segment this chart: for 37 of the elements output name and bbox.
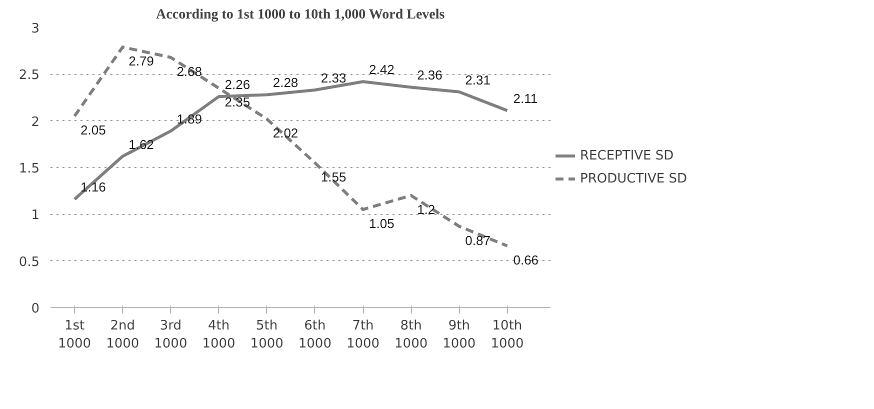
data-label: 1.55 bbox=[320, 169, 346, 184]
data-label: 2.42 bbox=[369, 62, 394, 78]
chart-title: According to 1st 1000 to 10th 1,000 Word Levels bbox=[156, 8, 446, 22]
x-tick-label: 3rd 1000 bbox=[154, 318, 188, 352]
y-tick-label: 2.5 bbox=[18, 68, 40, 84]
data-label: 1.05 bbox=[369, 216, 394, 231]
y-tick-label: 2 bbox=[31, 114, 40, 130]
y-tick-label: 3 bbox=[31, 22, 40, 36]
x-tick-label: 5th 1000 bbox=[250, 318, 284, 352]
y-tick-label: 1.5 bbox=[18, 162, 40, 176]
data-label: 2.31 bbox=[465, 72, 490, 88]
x-tick-label: 9th 1000 bbox=[442, 318, 476, 352]
data-label: 2.05 bbox=[80, 122, 106, 138]
data-label: 2.11 bbox=[513, 91, 538, 106]
data-label: 2.26 bbox=[224, 77, 250, 92]
x-tick-label: 7th 1000 bbox=[346, 318, 380, 352]
data-label: 2.36 bbox=[417, 68, 442, 83]
data-label: 2.35 bbox=[224, 94, 250, 110]
data-label: 0.66 bbox=[513, 252, 539, 268]
data-label: 1.2 bbox=[417, 202, 436, 217]
x-tick-label: 4th 1000 bbox=[202, 318, 236, 352]
x-tick-label: 8th 1000 bbox=[394, 318, 428, 352]
x-tick-label: 10th 1000 bbox=[490, 318, 524, 352]
data-label: 0.87 bbox=[465, 232, 490, 248]
x-tick-label: 1st 1000 bbox=[58, 318, 92, 352]
y-tick-label: 0 bbox=[31, 302, 40, 316]
line-series bbox=[73, 46, 509, 248]
legend-label: RECEPTIVE SD bbox=[580, 148, 674, 163]
x-tick-label: 6th 1000 bbox=[298, 318, 332, 352]
x-tick-label: 2nd 1000 bbox=[106, 318, 140, 352]
data-label: 2.33 bbox=[320, 70, 346, 86]
data-label: 2.79 bbox=[128, 54, 154, 69]
legend-label: PRODUCTIVE SD bbox=[580, 171, 687, 186]
y-tick-label: 0.5 bbox=[18, 254, 40, 270]
data-label: 2.28 bbox=[272, 75, 298, 90]
data-label: 2.02 bbox=[272, 125, 298, 140]
y-tick-label: 1 bbox=[31, 208, 40, 224]
